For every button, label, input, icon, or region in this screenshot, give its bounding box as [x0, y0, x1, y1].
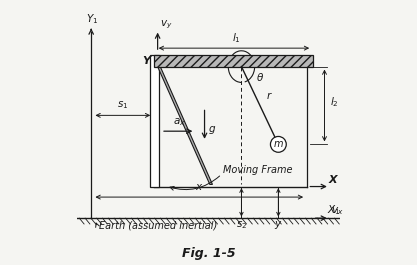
Text: Earth (assumed inertial): Earth (assumed inertial)	[99, 221, 217, 231]
Polygon shape	[158, 67, 212, 184]
Text: Y: Y	[143, 56, 151, 66]
Text: Fig. 1-5: Fig. 1-5	[182, 247, 235, 260]
Polygon shape	[154, 55, 313, 67]
Text: $Y_1$: $Y_1$	[86, 12, 99, 26]
Text: $l_1$: $l_1$	[232, 32, 241, 45]
Text: $g$: $g$	[208, 125, 216, 136]
Text: X: X	[328, 175, 337, 185]
Text: $l_2$: $l_2$	[330, 95, 339, 109]
Text: $a_x$: $a_x$	[173, 117, 186, 128]
Text: Moving Frame: Moving Frame	[223, 165, 292, 175]
Text: $v_y$: $v_y$	[160, 18, 172, 30]
Text: $s_2$: $s_2$	[236, 219, 247, 231]
Text: $s_1$: $s_1$	[117, 99, 128, 111]
Circle shape	[271, 136, 286, 152]
Bar	[150, 55, 159, 187]
Text: $v_x$: $v_x$	[331, 205, 343, 217]
Text: $\theta$: $\theta$	[256, 71, 264, 83]
Text: $m$: $m$	[273, 139, 284, 149]
Text: $X_1$: $X_1$	[327, 204, 341, 217]
Text: $r$: $r$	[266, 90, 273, 101]
Text: $x$: $x$	[195, 183, 203, 192]
Text: $y$: $y$	[274, 219, 283, 231]
